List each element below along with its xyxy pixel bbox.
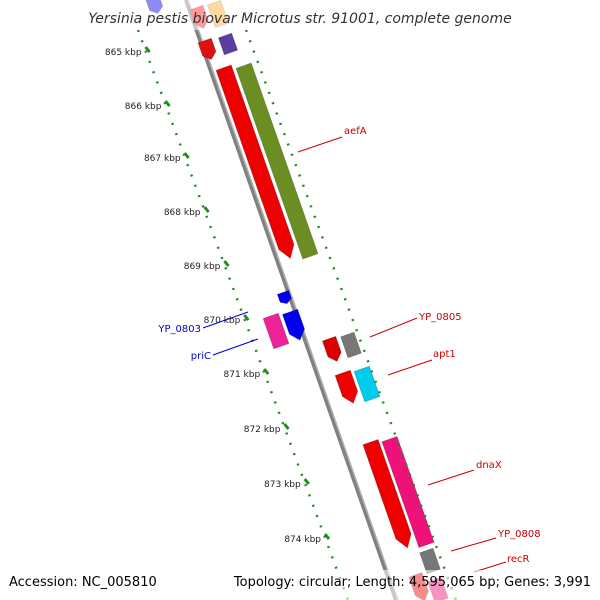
kbp-tick-mark: [144, 46, 151, 53]
kbp-tick-mark: [303, 478, 310, 485]
gene-block-purple: [217, 32, 239, 56]
gene-leader-line: [212, 338, 259, 356]
kbp-tick-mark: [164, 100, 171, 107]
kbp-tick-mark: [203, 206, 210, 213]
gene-label-YP_0808: YP_0808: [497, 529, 541, 540]
gene-block-grey: [419, 547, 441, 575]
kbp-tick-mark: [283, 423, 290, 430]
genome-summary-label: Topology: circular; Length: 4,595,065 bp…: [233, 575, 591, 590]
kbp-tick-label: 874 kbp: [284, 535, 321, 545]
gene-block-YP_0803: [281, 308, 305, 341]
gene-block-red: [197, 37, 217, 60]
gene-label-recR: recR: [507, 554, 530, 565]
gene-leader-line: [450, 537, 497, 552]
gene-block-blue-small: [276, 289, 292, 305]
kbp-tick-mark: [323, 533, 331, 540]
kbp-tick-label: 871 kbp: [224, 370, 261, 380]
feature-track: [144, 0, 449, 600]
kbp-tick-label: 868 kbp: [164, 208, 201, 218]
gene-block-YP_0805: [321, 335, 342, 362]
gene-label-YP_0805: YP_0805: [418, 312, 462, 323]
gene-leader-line: [427, 469, 475, 486]
genome-title: Yersinia pestis biovar Microtus str. 910…: [88, 11, 511, 27]
kbp-tick-label: 872 kbp: [244, 425, 281, 435]
accession-label: Accession: NC_005810: [9, 575, 157, 590]
gene-leader-line: [202, 311, 249, 329]
gene-label-dnaX: dnaX: [476, 460, 502, 471]
kbp-tick-label: 869 kbp: [184, 262, 221, 272]
genome-backbone: [184, 0, 398, 600]
kbp-tick-mark: [263, 368, 270, 375]
gene-leader-line: [369, 317, 418, 338]
gene-label-aefA: aefA: [344, 126, 367, 137]
gene-block-cyan: [353, 365, 381, 403]
gene-block-priC: [262, 312, 290, 350]
gene-block-grey: [340, 331, 362, 359]
gene-block-magenta: [381, 435, 435, 549]
gene-label-apt1: apt1: [433, 349, 456, 360]
gene-block-aefA: [215, 64, 295, 260]
kbp-tick-label: 873 kbp: [264, 480, 301, 490]
kbp-tick-mark: [243, 314, 250, 321]
gene-labels: aefA YP_0805 apt1 dnaX YP_0808 recR YP_0803pri…: [157, 126, 541, 573]
gene-block-apt1: [334, 369, 359, 404]
kbp-tick-mark: [223, 260, 230, 267]
kbp-tick-label: 866 kbp: [125, 102, 162, 112]
gene-label-priC: priC: [191, 351, 211, 362]
kbp-tick-mark: [183, 152, 190, 159]
kbp-tick-label: 865 kbp: [105, 48, 142, 58]
gene-leader-line: [387, 359, 433, 376]
gene-leader-line: [297, 136, 343, 153]
gene-label-YP_0803: YP_0803: [157, 324, 201, 335]
gene-block-olive: [235, 62, 319, 260]
kbp-tick-label: 867 kbp: [144, 154, 181, 164]
gene-block-dnaX: [362, 438, 412, 549]
